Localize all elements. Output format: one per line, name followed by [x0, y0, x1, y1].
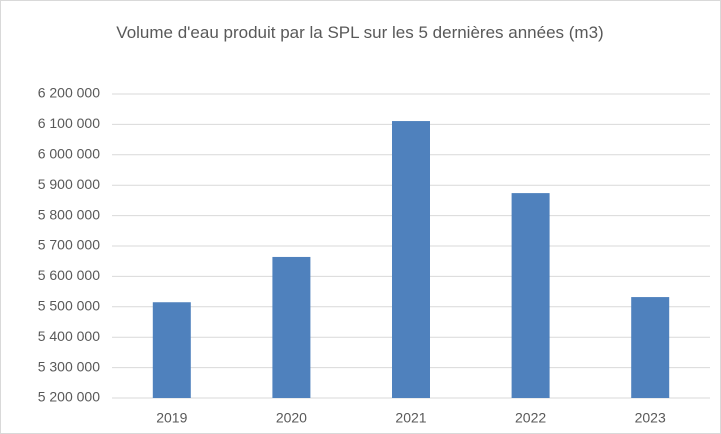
x-tick-label: 2019 [156, 410, 187, 426]
y-tick-label: 6 000 000 [38, 146, 100, 162]
x-tick-label: 2021 [395, 410, 426, 426]
y-tick-label: 5 700 000 [38, 237, 100, 253]
y-tick-label: 5 200 000 [38, 389, 100, 405]
bar [392, 121, 430, 398]
y-tick-label: 6 100 000 [38, 115, 100, 131]
y-tick-label: 6 200 000 [38, 85, 100, 101]
chart-title: Volume d'eau produit par la SPL sur les … [116, 23, 604, 42]
y-tick-label: 5 800 000 [38, 206, 100, 222]
x-tick-label: 2022 [515, 410, 546, 426]
x-tick-label: 2020 [276, 410, 307, 426]
bar [511, 193, 550, 398]
bar [152, 302, 191, 398]
y-tick-label: 5 400 000 [38, 328, 100, 344]
y-tick-label: 5 900 000 [38, 176, 100, 192]
x-tick-label: 2023 [635, 410, 666, 426]
y-tick-label: 5 500 000 [38, 298, 100, 314]
y-tick-label: 5 600 000 [38, 267, 100, 283]
bar [272, 256, 311, 398]
y-tick-label: 5 300 000 [38, 358, 100, 374]
bar [631, 297, 670, 398]
